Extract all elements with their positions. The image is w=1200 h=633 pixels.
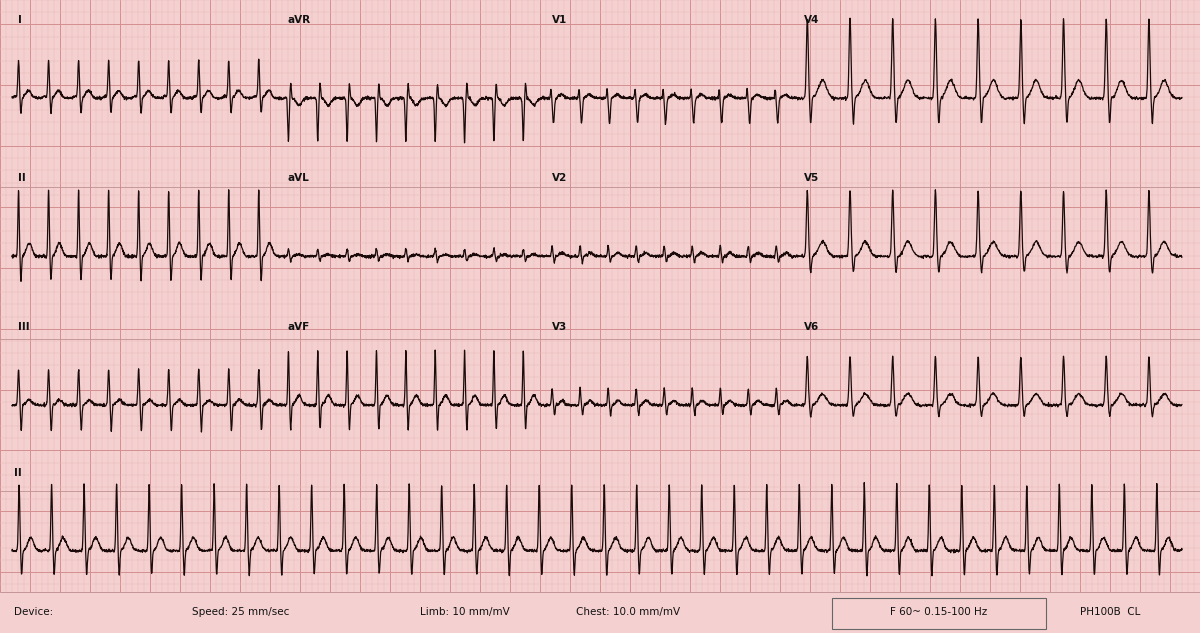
Text: III: III [18, 322, 30, 332]
Text: Chest: 10.0 mm/mV: Chest: 10.0 mm/mV [576, 608, 680, 617]
Text: Limb: 10 mm/mV: Limb: 10 mm/mV [420, 608, 510, 617]
Text: F 60~ 0.15-100 Hz: F 60~ 0.15-100 Hz [889, 608, 988, 617]
Bar [0, 592, 1200, 633]
Text: V1: V1 [552, 15, 568, 25]
Text: Speed: 25 mm/sec: Speed: 25 mm/sec [192, 608, 289, 617]
Text: V2: V2 [552, 173, 568, 183]
FancyBboxPatch shape [832, 598, 1046, 629]
Text: V4: V4 [804, 15, 820, 25]
Text: II: II [14, 468, 22, 477]
Text: aVF: aVF [288, 322, 311, 332]
Text: aVR: aVR [288, 15, 311, 25]
Text: V5: V5 [804, 173, 820, 183]
Text: I: I [18, 15, 22, 25]
Text: V6: V6 [804, 322, 820, 332]
Text: PH100B  CL: PH100B CL [1080, 608, 1140, 617]
Text: aVL: aVL [288, 173, 310, 183]
Text: Device:: Device: [14, 608, 54, 617]
Text: V3: V3 [552, 322, 568, 332]
Text: II: II [18, 173, 25, 183]
